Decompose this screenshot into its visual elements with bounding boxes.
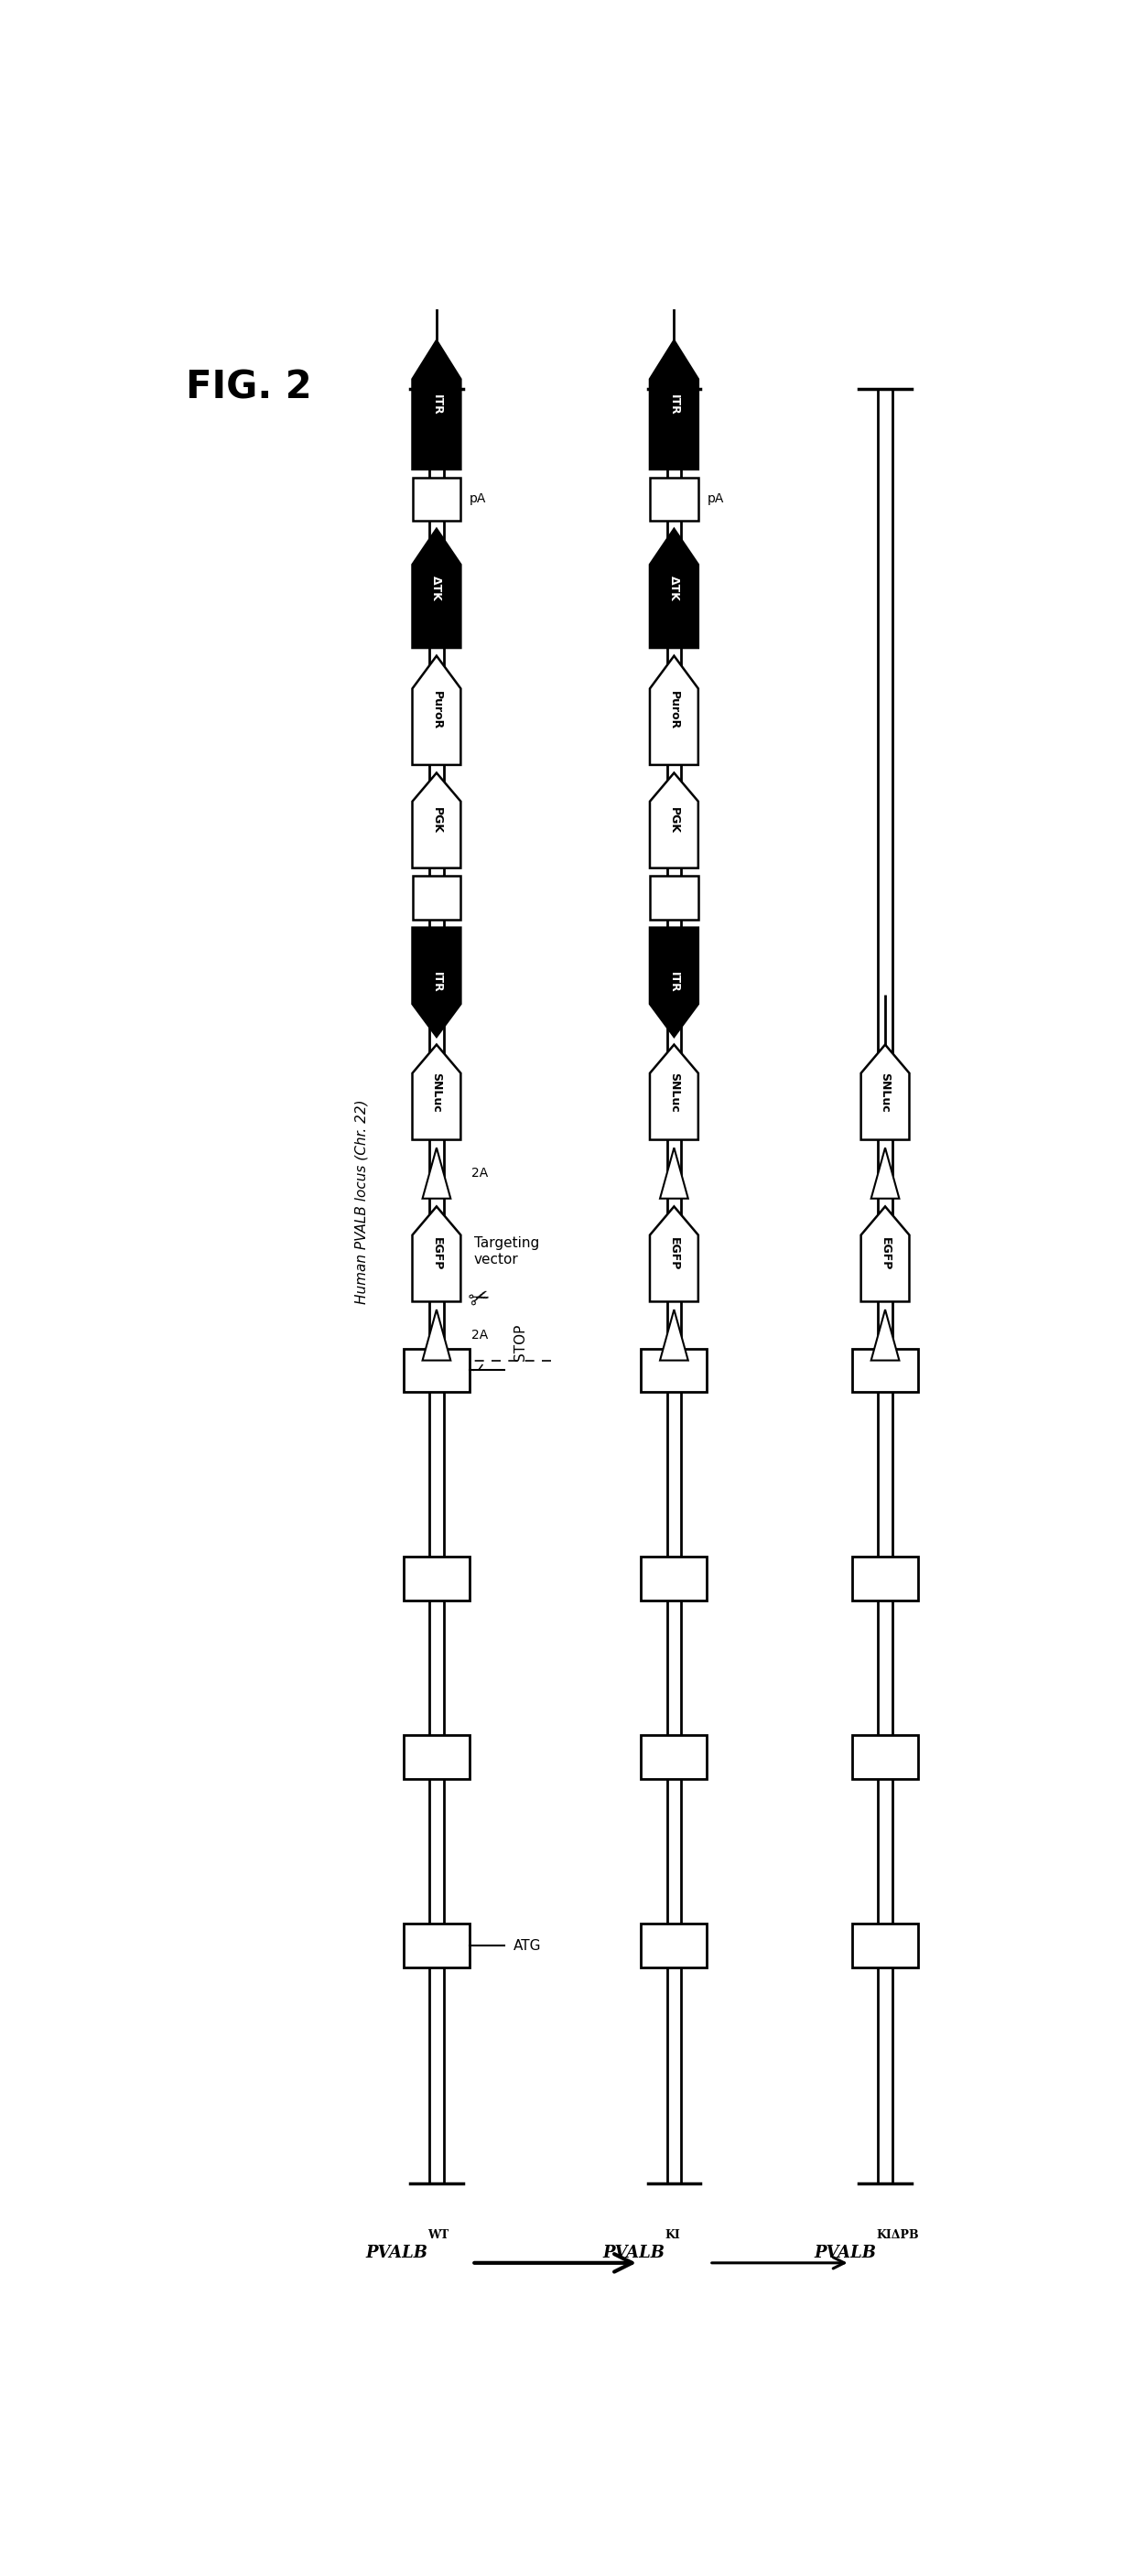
- Polygon shape: [422, 1149, 451, 1198]
- Text: Targeting
vector: Targeting vector: [474, 1236, 539, 1267]
- Text: ✂: ✂: [465, 1283, 495, 1314]
- Polygon shape: [412, 927, 461, 1036]
- Text: ITR: ITR: [669, 971, 680, 992]
- Polygon shape: [412, 528, 461, 649]
- Polygon shape: [412, 340, 461, 469]
- Text: EGFP: EGFP: [430, 1236, 443, 1270]
- Bar: [650, 876, 698, 920]
- Text: SNLuc: SNLuc: [430, 1072, 443, 1113]
- Polygon shape: [412, 657, 461, 765]
- Polygon shape: [412, 1046, 461, 1139]
- Polygon shape: [412, 1206, 461, 1301]
- Text: PVALB: PVALB: [603, 2244, 665, 2262]
- Polygon shape: [412, 773, 461, 868]
- Polygon shape: [650, 927, 698, 1036]
- Text: 2A: 2A: [471, 1167, 488, 1180]
- Bar: [650, 477, 698, 520]
- Bar: [852, 1347, 918, 1391]
- Bar: [641, 1736, 707, 1780]
- Bar: [412, 876, 461, 920]
- Bar: [404, 1347, 470, 1391]
- Polygon shape: [659, 1149, 688, 1198]
- Text: SNLuc: SNLuc: [880, 1072, 891, 1113]
- Bar: [852, 1736, 918, 1780]
- Bar: [404, 1556, 470, 1600]
- Polygon shape: [650, 773, 698, 868]
- Polygon shape: [861, 1206, 909, 1301]
- Text: pA: pA: [470, 492, 487, 505]
- Text: WT: WT: [428, 2228, 449, 2241]
- Text: ATG: ATG: [513, 1940, 541, 1953]
- Polygon shape: [871, 1149, 899, 1198]
- Polygon shape: [650, 1206, 698, 1301]
- Text: PuroR: PuroR: [669, 690, 680, 729]
- Bar: [852, 1924, 918, 1968]
- Text: ITR: ITR: [669, 394, 680, 415]
- Text: SNLuc: SNLuc: [669, 1072, 680, 1113]
- Text: 2A: 2A: [471, 1329, 488, 1342]
- Bar: [404, 1736, 470, 1780]
- Text: EGFP: EGFP: [669, 1236, 680, 1270]
- Text: ΔTK: ΔTK: [669, 574, 680, 600]
- Text: PGK: PGK: [430, 806, 443, 835]
- Bar: [641, 1556, 707, 1600]
- Text: EGFP: EGFP: [880, 1236, 891, 1270]
- Text: PuroR: PuroR: [430, 690, 443, 729]
- Text: ITR: ITR: [430, 971, 443, 992]
- Polygon shape: [650, 657, 698, 765]
- Text: pA: pA: [707, 492, 724, 505]
- Text: KIΔPB: KIΔPB: [876, 2228, 919, 2241]
- Text: PVALB: PVALB: [814, 2244, 876, 2262]
- Bar: [404, 1924, 470, 1968]
- Polygon shape: [650, 528, 698, 649]
- Polygon shape: [871, 1309, 899, 1360]
- Bar: [852, 1556, 918, 1600]
- Bar: [641, 1347, 707, 1391]
- Bar: [641, 1924, 707, 1968]
- Polygon shape: [861, 1046, 909, 1139]
- Text: PVALB: PVALB: [365, 2244, 428, 2262]
- Bar: [412, 477, 461, 520]
- Text: ITR: ITR: [430, 394, 443, 415]
- Polygon shape: [650, 340, 698, 469]
- Text: Human PVALB locus (Chr. 22): Human PVALB locus (Chr. 22): [354, 1100, 369, 1303]
- Text: PGK: PGK: [669, 806, 680, 835]
- Text: STOP: STOP: [513, 1324, 528, 1360]
- Polygon shape: [650, 1046, 698, 1139]
- Text: ΔTK: ΔTK: [430, 574, 443, 600]
- Text: KI: KI: [665, 2228, 681, 2241]
- Polygon shape: [422, 1309, 451, 1360]
- Polygon shape: [659, 1309, 688, 1360]
- Text: FIG. 2: FIG. 2: [186, 368, 312, 407]
